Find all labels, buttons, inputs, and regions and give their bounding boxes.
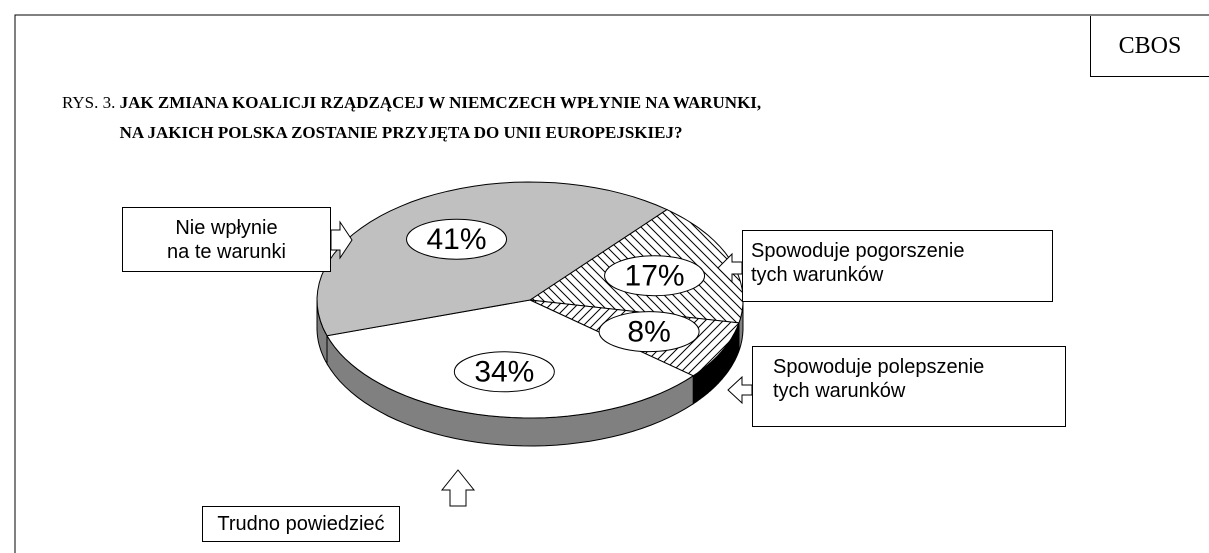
arrow	[440, 469, 476, 507]
label-bubble	[406, 218, 508, 260]
data-label: 41%	[427, 223, 487, 256]
arrow	[727, 375, 753, 405]
legend-label: Nie wpłynie na te warunki	[122, 207, 331, 272]
data-label: 17%	[625, 260, 685, 293]
title-prefix: RYS. 3.	[62, 93, 116, 112]
label-bubble	[604, 255, 706, 297]
data-label: 8%	[627, 316, 670, 349]
callout-arrows	[330, 220, 753, 507]
title-text: JAK ZMIANA KOALICJI RZĄDZĄCEJ W NIEMCZEC…	[119, 93, 762, 142]
arrow	[717, 252, 743, 284]
legend-label: Spowoduje polepszenie tych warunków	[752, 346, 1066, 427]
frame	[14, 14, 1209, 553]
chart-title: RYS. 3. JAK ZMIANA KOALICJI RZĄDZĄCEJ W …	[62, 88, 761, 148]
legend-label: Spowoduje pogorszenie tych warunków	[742, 230, 1053, 302]
label-bubble	[453, 351, 555, 393]
arrow	[330, 220, 353, 260]
source: CBOS	[1090, 16, 1209, 77]
pie: 17% 8% 34% 41%	[316, 181, 744, 447]
data-label: 34%	[474, 356, 534, 389]
slice	[316, 181, 668, 337]
legend-label: Trudno powiedzieć	[202, 506, 400, 542]
label-bubble	[598, 311, 700, 353]
